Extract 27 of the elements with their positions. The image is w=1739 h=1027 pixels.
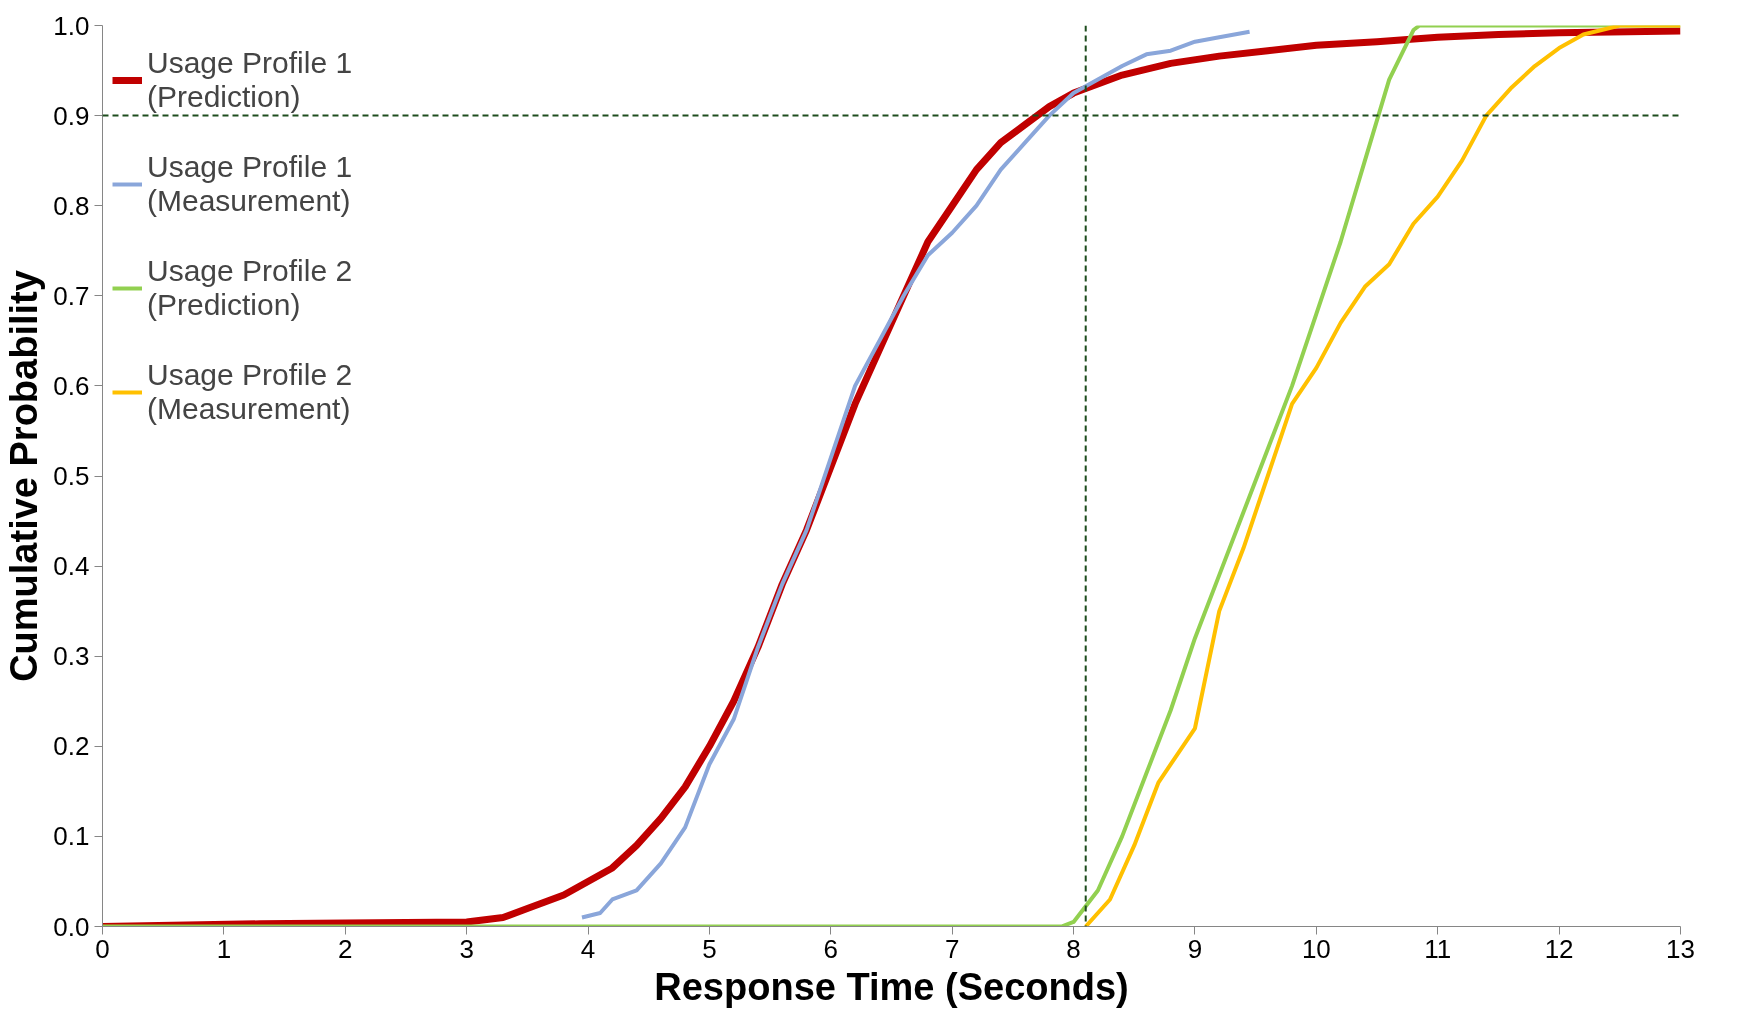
x-tick-label: 9 <box>1187 933 1203 964</box>
y-axis-title: Cumulative Probability <box>3 270 46 682</box>
y-tick-label: 0.9 <box>53 100 90 131</box>
x-tick-label: 13 <box>1666 933 1695 964</box>
y-tick-label: 0.3 <box>53 641 90 672</box>
x-tick-label: 10 <box>1301 933 1331 964</box>
x-tick-label: 7 <box>944 933 960 964</box>
x-tick-label: 12 <box>1544 933 1574 964</box>
x-tick-label: 3 <box>459 933 474 964</box>
x-axis-title: Response Time (Seconds) <box>654 965 1129 1008</box>
x-tick-label: 5 <box>702 933 717 964</box>
y-tick-label: 0.2 <box>53 731 90 762</box>
x-tick-label: 2 <box>338 933 353 964</box>
y-tick-label: 0.6 <box>53 370 90 401</box>
y-tick-label: 0.1 <box>53 821 90 852</box>
x-tick-label: 1 <box>216 933 232 964</box>
x-tick-label: 8 <box>1066 933 1081 964</box>
x-tick-label: 4 <box>580 933 596 964</box>
x-tick-label: 11 <box>1424 933 1452 964</box>
y-tick-label: 0.0 <box>53 911 90 942</box>
y-tick-label: 1.0 <box>53 10 90 41</box>
y-tick-label: 0.5 <box>53 461 90 491</box>
x-tick-label: 0 <box>95 933 110 964</box>
x-tick-label: 6 <box>823 933 839 964</box>
y-tick-label: 0.8 <box>53 190 90 221</box>
y-tick-label: 0.7 <box>53 280 90 311</box>
y-tick-label: 0.4 <box>53 551 90 582</box>
